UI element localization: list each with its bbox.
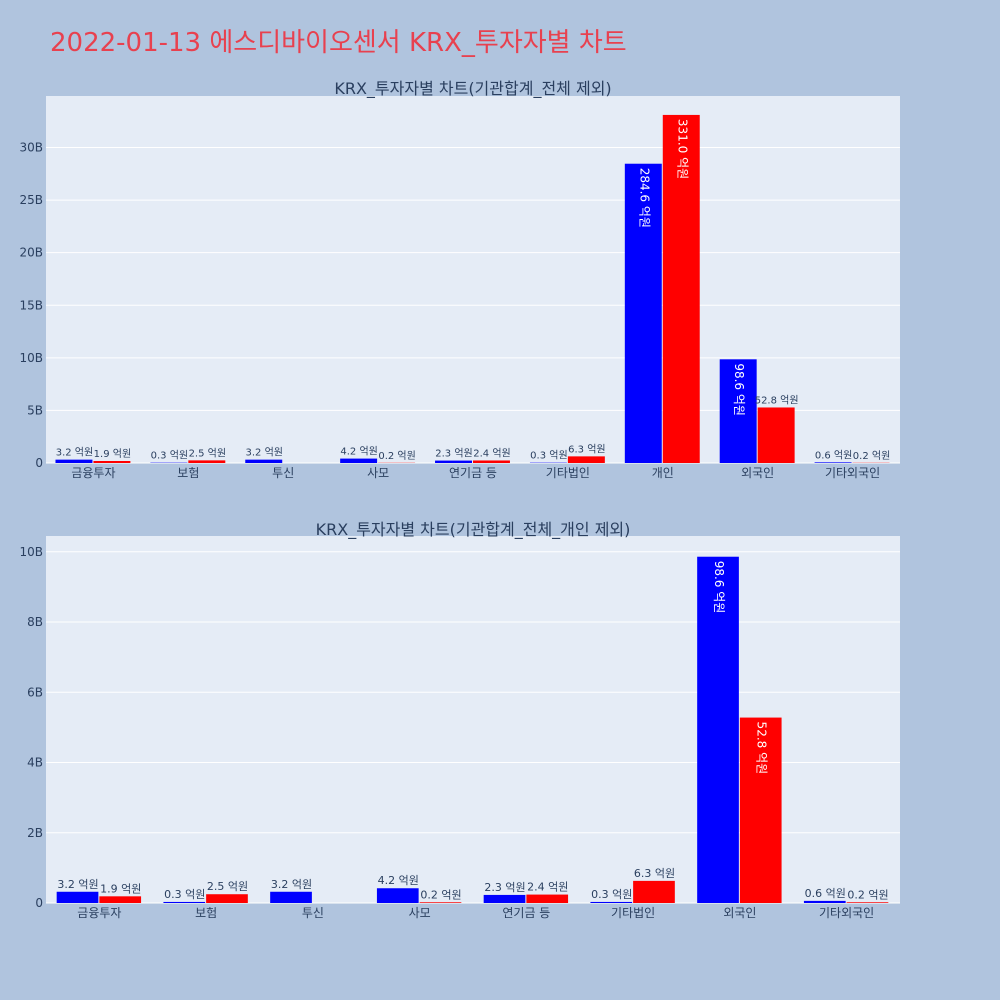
- data-label: 0.6 억원: [815, 449, 852, 461]
- bar: [270, 891, 312, 903]
- x-tick-label: 연기금 등: [502, 906, 550, 920]
- bar: [757, 407, 795, 463]
- x-tick-label: 보험: [177, 466, 199, 480]
- data-label: 3.2 억원: [56, 447, 93, 459]
- bar: [697, 556, 739, 903]
- data-label: 1.9 억원: [100, 882, 141, 895]
- bar: [662, 114, 700, 463]
- bar: [55, 459, 93, 463]
- x-tick-label: 투신: [272, 466, 294, 480]
- y-tick-label: 30B: [19, 141, 43, 155]
- y-tick-label: 0: [35, 456, 43, 470]
- bar: [633, 880, 675, 903]
- data-label: 0.6 억원: [805, 887, 846, 900]
- x-tick-label: 기타법인: [611, 906, 655, 920]
- data-label: 0.3 억원: [530, 450, 567, 462]
- y-tick-label: 5B: [27, 403, 43, 417]
- bar: [419, 902, 462, 903]
- data-label: 331.0 억원: [675, 119, 689, 179]
- data-label: 2.3 억원: [484, 881, 525, 894]
- x-tick-label: 사모: [409, 906, 431, 920]
- data-label: 0.3 억원: [591, 888, 632, 901]
- y-tick-label: 10B: [19, 545, 43, 559]
- bar: [814, 462, 852, 463]
- data-label: 2.3 억원: [435, 448, 472, 460]
- page-title: 2022-01-13 에스디바이오센서 KRX_투자자별 차트: [50, 28, 627, 58]
- bar: [719, 359, 757, 463]
- bar: [590, 901, 633, 903]
- data-label: 52.8 억원: [755, 394, 799, 406]
- data-label: 0.2 억원: [853, 450, 890, 462]
- bar: [846, 902, 889, 903]
- x-tick-label: 기타외국인: [819, 906, 874, 920]
- y-tick-label: 15B: [19, 298, 43, 312]
- data-label: 284.6 억원: [637, 168, 651, 228]
- y-tick-label: 6B: [27, 685, 43, 699]
- x-tick-label: 금융투자: [71, 466, 115, 480]
- x-tick-label: 금융투자: [77, 906, 121, 920]
- bar: [206, 894, 248, 903]
- bar: [56, 891, 99, 903]
- x-tick-label: 기타법인: [546, 466, 590, 480]
- bar: [340, 458, 378, 463]
- data-label: 3.2 억원: [57, 878, 98, 891]
- x-tick-label: 외국인: [723, 906, 756, 920]
- chart-title-2: KRX_투자자별 차트(기관합계_전체_개인 제외): [316, 520, 631, 540]
- bar: [624, 163, 662, 463]
- bar: [567, 456, 605, 463]
- data-label: 0.3 억원: [164, 888, 205, 901]
- x-tick-label: 사모: [367, 466, 389, 480]
- data-label: 2.5 억원: [207, 880, 248, 893]
- data-label: 3.2 억원: [271, 878, 312, 891]
- bar: [739, 717, 782, 903]
- bar: [483, 894, 526, 903]
- data-label: 52.8 억원: [755, 722, 769, 775]
- bar: [93, 461, 131, 463]
- y-tick-label: 0: [35, 896, 43, 910]
- y-tick-label: 8B: [27, 615, 43, 629]
- bar: [435, 460, 472, 463]
- bar: [526, 894, 569, 903]
- data-label: 0.2 억원: [378, 450, 415, 462]
- x-tick-label: 외국인: [741, 466, 774, 480]
- data-label: 2.5 억원: [189, 447, 226, 459]
- data-label: 1.9 억원: [94, 448, 131, 460]
- bar: [163, 901, 206, 903]
- y-tick-label: 25B: [19, 193, 43, 207]
- y-tick-label: 10B: [19, 351, 43, 365]
- plot-area-1: [46, 96, 900, 463]
- bar: [803, 900, 846, 903]
- bar: [473, 460, 510, 463]
- data-label: 4.2 억원: [378, 874, 419, 887]
- bar: [376, 888, 419, 903]
- data-label: 4.2 억원: [340, 446, 377, 458]
- y-tick-label: 2B: [27, 826, 43, 840]
- data-label: 98.6 억원: [732, 363, 746, 416]
- data-label: 3.2 억원: [246, 447, 283, 459]
- data-label: 2.4 억원: [527, 881, 568, 894]
- chart-title-1: KRX_투자자별 차트(기관합계_전체 제외): [334, 79, 611, 99]
- x-tick-label: 연기금 등: [449, 466, 497, 480]
- data-label: 2.4 억원: [473, 447, 510, 459]
- x-tick-label: 보험: [195, 906, 217, 920]
- bar: [99, 896, 142, 903]
- data-label: 6.3 억원: [634, 867, 675, 880]
- bar: [188, 460, 226, 463]
- y-tick-label: 20B: [19, 246, 43, 260]
- data-label: 98.6 억원: [712, 561, 726, 614]
- data-label: 0.3 억원: [151, 450, 188, 462]
- data-label: 6.3 억원: [568, 443, 605, 455]
- x-tick-label: 개인: [652, 466, 674, 480]
- data-label: 0.2 억원: [420, 888, 461, 901]
- bar: [245, 459, 283, 463]
- y-tick-label: 4B: [27, 756, 43, 770]
- x-tick-label: 기타외국인: [825, 466, 880, 480]
- data-label: 0.2 억원: [847, 888, 888, 901]
- x-tick-label: 투신: [302, 906, 324, 920]
